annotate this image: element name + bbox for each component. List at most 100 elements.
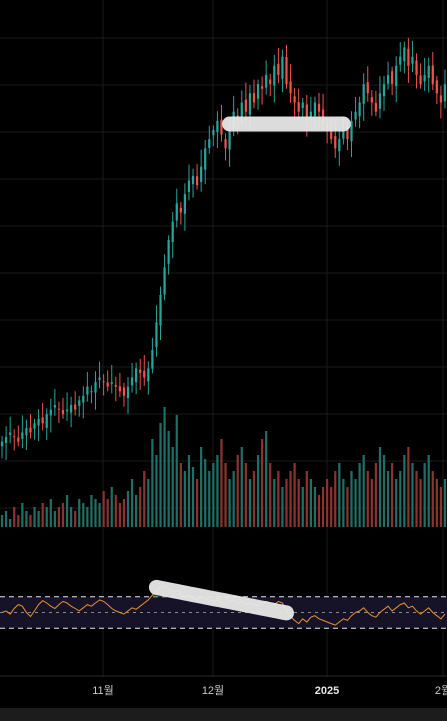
volume-bar: [106, 499, 109, 527]
candle-body: [179, 207, 182, 213]
candle-body: [334, 136, 337, 149]
volume-bar: [78, 499, 81, 527]
volume-bar: [378, 447, 382, 527]
candle-body: [216, 120, 219, 133]
candle-body: [419, 75, 422, 85]
volume-bar: [220, 439, 223, 527]
candle-body: [350, 120, 353, 142]
bottom-scrollbar-strip[interactable]: [0, 708, 447, 721]
candle-body: [415, 60, 418, 75]
candle-body: [403, 47, 406, 62]
volume-bar: [281, 487, 284, 527]
volume-bar: [273, 479, 276, 527]
volume-bar: [37, 511, 40, 527]
volume-bar: [411, 463, 414, 527]
volume-bar: [57, 507, 61, 527]
volume-bar: [122, 499, 126, 527]
volume-bar: [252, 471, 256, 527]
candle-body: [252, 92, 256, 103]
candle-body: [358, 102, 361, 117]
candle-body: [183, 194, 187, 214]
volume-bar: [244, 463, 247, 527]
candle-body: [391, 71, 394, 85]
candle-body: [61, 410, 65, 415]
x-tick-label: 12월: [202, 684, 224, 697]
volume-bar: [9, 519, 12, 527]
volume-bar: [321, 487, 325, 527]
candle-body: [317, 103, 321, 112]
volume-bar: [317, 495, 321, 527]
candle-body: [277, 63, 280, 75]
candle-body: [45, 414, 48, 428]
volume-bar: [61, 503, 65, 527]
volume-bar: [187, 455, 191, 527]
candle-body: [49, 409, 52, 416]
volume-bar: [415, 471, 418, 527]
volume-bar: [334, 471, 337, 527]
volume-bar: [435, 479, 438, 527]
candle-body: [260, 86, 264, 89]
volume-bar: [13, 507, 16, 527]
candle-body: [90, 391, 93, 393]
candle-body: [151, 350, 154, 369]
volume-bar: [285, 479, 288, 527]
candle-body: [281, 56, 284, 79]
oscillator-highlight-stroke: [148, 579, 294, 621]
volume-bar: [151, 439, 154, 527]
volume-bar: [94, 499, 97, 527]
candle-body: [118, 386, 121, 392]
volume-bar: [374, 463, 378, 527]
volume-bar: [139, 487, 142, 527]
candle-body: [346, 126, 349, 140]
candle-body: [53, 405, 56, 408]
volume-bar: [350, 471, 353, 527]
volume-bar: [171, 447, 174, 527]
candle-body: [13, 436, 16, 438]
candle-body: [301, 102, 304, 108]
candle-body: [126, 386, 130, 398]
candle-body: [285, 57, 288, 85]
candle-body: [370, 97, 373, 103]
x-tick-label: 2월: [435, 684, 447, 697]
volume-bar: [395, 479, 398, 527]
volume-bar: [53, 511, 56, 527]
candle-body: [204, 148, 207, 170]
volume-bar: [354, 479, 357, 527]
volume-bar: [29, 515, 32, 527]
volume-bar: [240, 447, 243, 527]
volume-bar: [74, 511, 77, 527]
candle-body: [443, 84, 447, 102]
candle-body: [171, 221, 174, 243]
volume-bar: [305, 471, 308, 527]
candle-body: [289, 81, 292, 94]
volume-bar: [313, 487, 317, 527]
volume-bar: [102, 491, 105, 527]
volume-bar: [277, 471, 280, 527]
candle-body: [78, 400, 81, 406]
volume-bar: [399, 471, 402, 527]
candle-body: [195, 176, 199, 185]
volume-bar: [407, 447, 410, 527]
candle-body: [122, 387, 126, 396]
candle-body: [338, 139, 341, 152]
volume-bar: [126, 491, 130, 527]
volume-bar: [130, 479, 134, 527]
volume-bar: [200, 447, 203, 527]
candle-body: [220, 119, 223, 135]
volume-bar: [289, 471, 292, 527]
volume-bar: [110, 487, 113, 527]
volume-bar: [143, 471, 146, 527]
volume-bar: [370, 479, 373, 527]
candle-body: [244, 99, 247, 112]
volume-bar: [309, 479, 312, 527]
volume-bar: [195, 479, 199, 527]
volume-bar: [423, 463, 426, 527]
volume-bar: [135, 495, 138, 527]
x-tick-label: 11월: [92, 684, 114, 697]
candle-body: [342, 130, 345, 139]
candle-body: [297, 102, 300, 112]
candle-body: [0, 441, 4, 447]
volume-bar: [301, 487, 304, 527]
volume-bar: [362, 455, 365, 527]
x-axis: 11월 12월 2025 2월: [92, 684, 447, 697]
